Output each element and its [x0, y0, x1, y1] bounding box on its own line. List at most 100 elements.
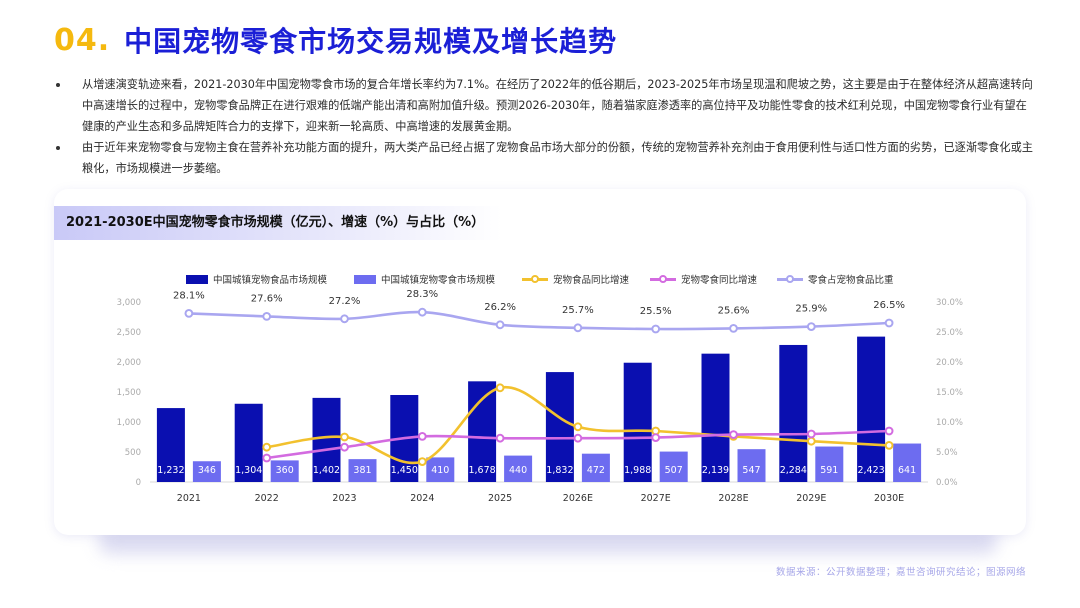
bar-data-label: 1,232	[157, 465, 184, 476]
y-axis-right-tick-label: 25.0%	[936, 328, 963, 338]
bullet-dot-icon	[56, 146, 60, 150]
legend-label: 零食占宠物食品比重	[808, 275, 894, 286]
bullet-dot-icon	[56, 83, 60, 87]
point-food-growth	[262, 442, 272, 452]
legend-label: 宠物零食同比增速	[681, 275, 758, 286]
legend-bar-swatch	[354, 274, 376, 284]
bar-snack-market-size	[504, 455, 533, 482]
bar-data-label: 591	[820, 465, 838, 476]
bar-data-label: 410	[431, 465, 449, 476]
legend-label: 中国城镇宠物食品市场规模	[213, 275, 328, 286]
point-snack-growth	[729, 430, 738, 440]
y-axis-right-tick-label: 30.0%	[936, 298, 963, 308]
legend-line-swatch	[777, 274, 803, 284]
point-snack-growth	[573, 433, 583, 443]
legend-item-food-size: 中国城镇宠物食品市场规模	[186, 272, 327, 286]
legend-item-snack-size: 中国城镇宠物零食市场规模	[354, 272, 495, 286]
bar-data-label: 381	[353, 465, 371, 476]
point-snack-ratio	[340, 314, 349, 324]
ratio-data-label: 28.1%	[173, 290, 205, 301]
bar-food-market-size	[312, 397, 341, 482]
point-snack-ratio	[573, 323, 583, 333]
bar-food-market-size	[701, 353, 730, 482]
ratio-data-label: 28.3%	[406, 289, 438, 300]
y-axis-left-tick-label: 500	[125, 448, 141, 458]
bar-data-label: 641	[898, 465, 916, 476]
point-food-growth	[806, 436, 816, 446]
point-food-growth	[340, 432, 349, 442]
bullet-list: 从增速演变轨迹来看，2021-2030年中国宠物零食市场的复合年增长率约为7.1…	[56, 74, 1036, 179]
bar-snack-market-size	[893, 443, 922, 482]
chart-title-box	[54, 206, 502, 240]
y-axis-right-tick-label: 15.0%	[936, 388, 963, 398]
point-snack-ratio	[806, 322, 816, 332]
bar-snack-market-size	[192, 461, 221, 482]
y-axis-left-tick-label: 3,000	[117, 298, 141, 308]
x-axis-tick-label: 2021	[177, 493, 201, 504]
bar-snack-market-size	[426, 457, 455, 482]
ratio-data-label: 25.7%	[562, 305, 594, 316]
ratio-data-label: 26.2%	[484, 302, 516, 313]
y-axis-left-tick-label: 0	[136, 478, 141, 488]
point-food-growth	[573, 422, 583, 432]
bar-data-label: 346	[198, 465, 216, 476]
bar-data-label: 1,402	[313, 465, 340, 476]
point-food-growth	[495, 383, 505, 393]
bar-food-market-size	[156, 408, 185, 482]
x-axis-tick-label: 2028E	[718, 493, 748, 504]
page-header: 04. 中国宠物零食市场交易规模及增长趋势	[54, 18, 617, 62]
point-snack-ratio	[651, 324, 661, 334]
x-axis-tick-label: 2030E	[874, 493, 904, 504]
x-axis-tick-label: 2026E	[563, 493, 593, 504]
y-axis-right-tick-label: 20.0%	[936, 358, 963, 368]
bar-data-label: 440	[509, 465, 527, 476]
ratio-data-label: 25.9%	[795, 304, 827, 315]
bar-data-label: 507	[665, 465, 683, 476]
section-number: 04.	[54, 22, 111, 58]
x-axis-tick-label: 2022	[255, 493, 279, 504]
point-snack-growth	[495, 433, 505, 443]
bar-food-market-size	[857, 336, 886, 482]
bar-data-label: 547	[742, 465, 760, 476]
bar-snack-market-size	[270, 460, 299, 482]
y-axis-left-tick-label: 1,500	[117, 388, 141, 398]
ratio-data-label: 27.6%	[251, 293, 283, 304]
bar-food-market-size	[234, 403, 263, 482]
chart-legend: 中国城镇宠物食品市场规模 中国城镇宠物零食市场规模 宠物食品同比增速 宠物零食同…	[0, 272, 1080, 288]
data-source-note: 数据来源：公开数据整理；嘉世咨询研究结论；图源网络	[775, 567, 1026, 578]
bullet-text: 从增速演变轨迹来看，2021-2030年中国宠物零食市场的复合年增长率约为7.1…	[82, 78, 1033, 133]
point-snack-ratio	[495, 320, 505, 330]
x-axis-tick-label: 2029E	[796, 493, 826, 504]
point-snack-ratio	[262, 312, 272, 321]
legend-item-food-growth: 宠物食品同比增速	[522, 272, 629, 286]
bar-data-label: 2,284	[780, 465, 807, 476]
point-snack-growth	[417, 432, 427, 441]
bar-data-label: 1,678	[468, 465, 495, 476]
line-food-growth	[266, 385, 890, 465]
bar-data-label: 1,832	[546, 465, 573, 476]
ratio-data-label: 25.6%	[718, 305, 750, 316]
bullet-item: 从增速演变轨迹来看，2021-2030年中国宠物零食市场的复合年增长率约为7.1…	[56, 74, 1036, 137]
point-snack-ratio	[729, 324, 738, 333]
point-snack-growth	[884, 426, 894, 436]
bar-data-label: 1,450	[391, 465, 418, 476]
point-food-growth	[417, 457, 427, 467]
ratio-data-label: 27.2%	[329, 296, 361, 307]
legend-line-swatch	[522, 274, 548, 284]
y-axis-right-tick-label: 0.0%	[936, 478, 958, 488]
bar-data-label: 360	[276, 465, 294, 476]
point-snack-ratio	[884, 318, 894, 328]
legend-item-ratio: 零食占宠物食品比重	[777, 272, 894, 286]
point-snack-ratio	[184, 309, 194, 318]
page-title: 中国宠物零食市场交易规模及增长趋势	[124, 25, 618, 58]
y-axis-left-tick-label: 2,000	[117, 358, 141, 368]
bar-data-label: 2,139	[702, 465, 729, 476]
point-snack-growth	[340, 442, 349, 452]
bar-snack-market-size	[348, 459, 377, 482]
bullet-item: 由于近年来宠物零食与宠物主食在营养补充功能方面的提升，两大类产品已经占据了宠物食…	[56, 137, 1036, 179]
x-axis-tick-label: 2023	[332, 493, 356, 504]
bar-data-label: 2,423	[857, 465, 884, 476]
x-axis-tick-label: 2024	[410, 493, 434, 504]
bar-food-market-size	[545, 372, 574, 482]
